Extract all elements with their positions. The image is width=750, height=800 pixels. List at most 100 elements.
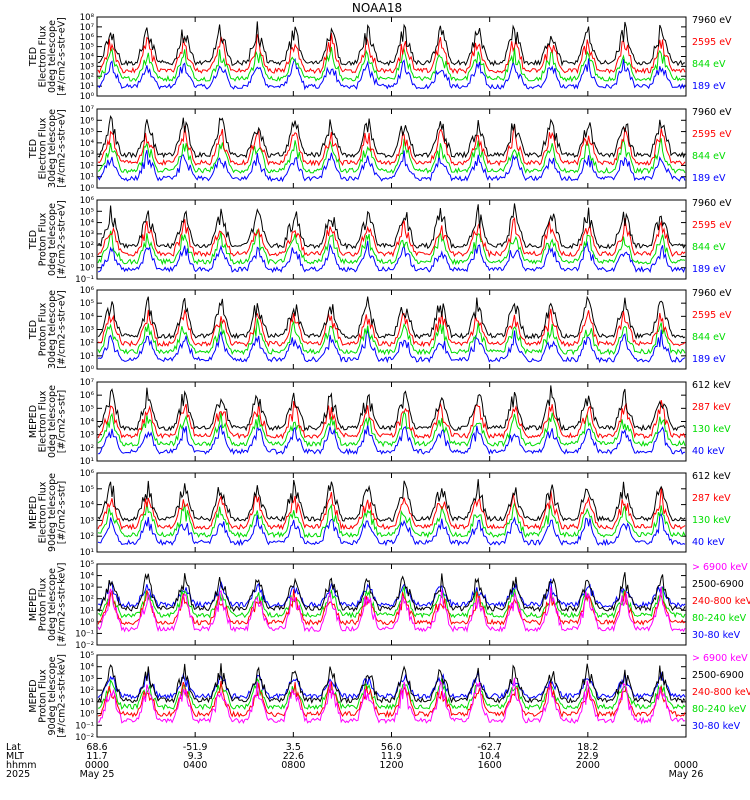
x-tick-label: 3.5: [286, 742, 301, 753]
y-axis-label: [#/cm2-s-str-eV]: [57, 109, 68, 188]
series-line-black: [97, 295, 686, 340]
x-axis-row-label: hhmm: [6, 760, 37, 771]
legend-entry: 844 eV: [692, 59, 726, 70]
y-tick-label: 10⁰: [80, 618, 95, 628]
y-axis-label: Proton Flux: [38, 302, 49, 356]
y-axis-label: 0deg telescope: [47, 385, 58, 458]
legend-entry: 189 eV: [692, 264, 726, 275]
y-tick-label: 10⁷: [80, 23, 95, 33]
y-tick-label: 10⁰: [80, 264, 95, 274]
legend-entry: 240-800 keV: [692, 596, 750, 607]
x-tick-label: 2000: [576, 760, 600, 771]
y-axis-label: [#/cm2-s-str-eV]: [57, 200, 68, 279]
y-tick-label: 10¹: [80, 173, 94, 183]
legend-entry: 189 eV: [692, 81, 726, 92]
y-tick-label: 10⁶: [80, 391, 95, 401]
series-line-red: [97, 124, 686, 167]
x-axis-row-label: Lat: [6, 742, 21, 753]
y-tick-label: 10⁵: [80, 485, 94, 495]
legend-entry: 2595 eV: [692, 310, 732, 321]
y-tick-label: 10¹: [80, 457, 94, 467]
legend-entry: 612 keV: [692, 471, 731, 482]
series-line-green: [97, 46, 686, 83]
series-line-blue: [97, 671, 686, 701]
y-axis-label: Proton Flux: [38, 669, 49, 723]
y-tick-label: 10³: [80, 230, 94, 240]
series-line-red: [97, 680, 686, 719]
y-tick-label: 10⁻²: [75, 641, 94, 651]
series-line-blue: [97, 150, 686, 183]
x-tick-label: 68.6: [86, 742, 107, 753]
y-tick-label: 10²: [80, 444, 94, 454]
y-tick-label: 10²: [80, 686, 94, 696]
y-axis-label: 0deg telescope: [47, 568, 58, 641]
series-line-black: [97, 114, 686, 159]
y-tick-label: 10⁰: [80, 184, 95, 194]
y-tick-label: 10¹: [80, 82, 94, 92]
y-tick-label: 10⁻¹: [75, 721, 94, 731]
series-line-magenta: [97, 677, 686, 725]
x-tick-label: May 26: [669, 769, 704, 780]
series-line-blue: [97, 513, 686, 547]
legend-entry: 287 keV: [692, 402, 731, 413]
y-tick-label: 10⁵: [80, 560, 94, 570]
y-axis-label: 90deg telescope: [47, 473, 58, 552]
y-tick-label: 10⁻¹: [75, 629, 94, 639]
series-line-red: [97, 486, 686, 531]
y-axis-label: MEPED: [28, 496, 39, 529]
series-line-red: [97, 589, 686, 626]
y-tick-label: 10⁵: [80, 207, 94, 217]
series-line-green: [97, 137, 686, 175]
y-axis-label: TED: [28, 230, 39, 250]
x-tick-label: 11.9: [381, 751, 402, 762]
series-line-red: [97, 399, 686, 440]
y-axis-label: Proton Flux: [38, 577, 49, 631]
y-axis-label: Electron Flux: [38, 390, 49, 452]
legend-entry: 7960 eV: [692, 288, 732, 299]
y-axis-label: [#/cm2-s-str]: [57, 481, 68, 544]
series-line-black: [97, 572, 686, 613]
series-line-green: [97, 586, 686, 619]
y-tick-label: 10³: [80, 674, 94, 684]
x-tick-label: 1600: [478, 760, 502, 771]
y-tick-label: 10⁻²: [75, 733, 94, 743]
x-tick-label: -51.9: [183, 742, 208, 753]
legend-entry: 80-240 keV: [692, 704, 747, 715]
x-tick-label: 11.7: [86, 751, 107, 762]
x-tick-label: 22.6: [283, 751, 304, 762]
series-line-black: [97, 21, 686, 67]
series-line-red: [97, 217, 686, 258]
y-axis-label: TED: [28, 320, 39, 340]
y-tick-label: 10⁰: [80, 92, 95, 102]
y-axis-label: Electron Flux: [38, 117, 49, 179]
legend-entry: 30-80 keV: [692, 630, 741, 641]
legend-entry: 189 eV: [692, 173, 726, 184]
y-tick-label: 10¹: [80, 352, 94, 362]
legend-entry: 30-80 keV: [692, 721, 741, 732]
legend-entry: > 6900 keV: [692, 653, 748, 664]
legend-entry: 2595 eV: [692, 129, 732, 140]
x-tick-label: 22.9: [577, 751, 598, 762]
series-line-black: [97, 663, 686, 705]
x-tick-label: May 25: [80, 769, 115, 780]
y-axis-label: 30deg telescope: [47, 290, 58, 369]
y-tick-label: 10⁷: [80, 105, 95, 115]
chart-title: NOAA18: [352, 1, 402, 15]
y-axis-label: TED: [28, 47, 39, 67]
y-tick-label: 10⁻¹: [75, 275, 94, 285]
legend-entry: 7960 eV: [692, 15, 732, 26]
y-tick-label: 10³: [80, 431, 94, 441]
y-tick-label: 10³: [80, 326, 94, 336]
y-axis-label: 90deg telescope: [47, 656, 58, 735]
y-axis-label: [#/cm2-s-str-keV]: [57, 563, 68, 647]
y-tick-label: 10²: [80, 161, 94, 171]
y-tick-label: 10⁴: [80, 663, 95, 673]
x-axis-row-label: MLT: [6, 751, 24, 762]
y-axis-label: [#/cm2-s-str-keV]: [57, 654, 68, 738]
